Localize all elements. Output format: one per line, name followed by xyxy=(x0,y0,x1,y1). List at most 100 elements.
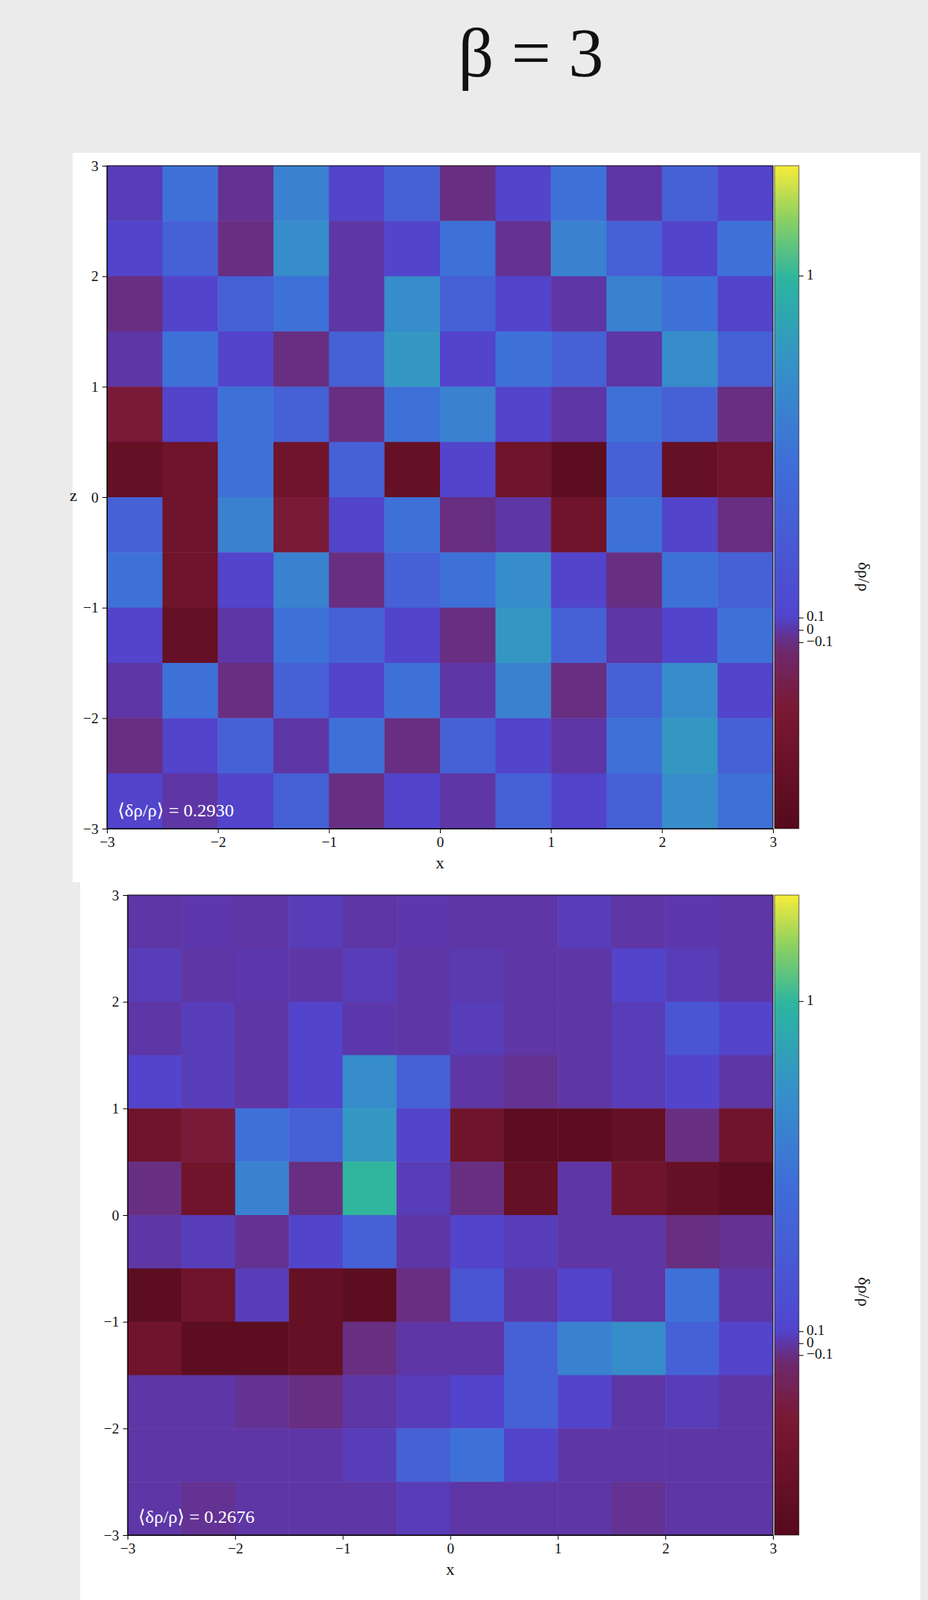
y-tick-mark xyxy=(102,828,107,830)
cell xyxy=(450,948,505,1003)
annotation: ⟨δρ/ρ⟩ = 0.2930 xyxy=(117,800,234,821)
y-tick-mark xyxy=(102,497,107,498)
cell xyxy=(665,1428,720,1482)
cell xyxy=(662,276,718,333)
cell xyxy=(384,773,440,829)
cell xyxy=(557,1428,612,1482)
cell xyxy=(665,1268,720,1323)
cell xyxy=(235,1002,290,1056)
cell xyxy=(162,717,219,774)
y-tick: −2 xyxy=(103,1420,128,1437)
cell xyxy=(662,607,718,664)
cell xyxy=(106,717,163,774)
cell xyxy=(606,276,663,333)
cell xyxy=(717,497,773,553)
cell xyxy=(606,442,663,498)
colorbar-tick xyxy=(798,1354,804,1356)
cell xyxy=(495,442,552,498)
x-tick-mark xyxy=(329,828,330,834)
cell xyxy=(550,552,607,608)
cell xyxy=(127,1268,182,1323)
cell xyxy=(557,895,612,949)
cell xyxy=(384,497,440,553)
y-tick-label: −3 xyxy=(103,1527,120,1544)
cell xyxy=(439,717,496,774)
cell xyxy=(550,220,607,277)
cell xyxy=(181,1268,236,1323)
cell xyxy=(342,948,398,1003)
cell xyxy=(504,1161,559,1216)
cell xyxy=(717,773,773,829)
cell xyxy=(384,220,440,277)
cell xyxy=(504,895,559,949)
cell xyxy=(606,331,663,388)
cell xyxy=(273,165,330,222)
cell xyxy=(450,1002,505,1056)
cell xyxy=(719,1428,773,1482)
cell xyxy=(273,497,330,553)
cell xyxy=(606,717,663,774)
y-tick: 2 xyxy=(112,993,129,1010)
cell xyxy=(384,276,440,333)
y-tick-label: −2 xyxy=(83,710,99,727)
cell xyxy=(504,1428,559,1482)
colorbar-title: δρ/ρ xyxy=(854,562,874,592)
x-tick-label: −3 xyxy=(99,834,115,851)
cell xyxy=(181,948,236,1003)
y-tick: 2 xyxy=(91,268,108,285)
cell xyxy=(273,662,330,719)
colorbar-frame xyxy=(774,895,799,1536)
cell xyxy=(217,386,274,443)
slide: β = 3−3−2−10123−3−2−10123xz⟨δρ/ρ⟩ = 0.29… xyxy=(0,0,928,1600)
y-tick-label: 3 xyxy=(91,158,100,175)
cell xyxy=(288,1215,343,1269)
x-tick: 2 xyxy=(662,1535,670,1557)
cell xyxy=(450,1268,505,1323)
y-tick: 3 xyxy=(112,887,129,904)
cell xyxy=(495,552,552,608)
y-tick: 1 xyxy=(112,1100,129,1117)
x-axis: −3−2−10123 xyxy=(99,828,777,851)
cell xyxy=(439,276,496,333)
cell xyxy=(665,1481,720,1536)
x-tick-label: −2 xyxy=(227,1540,243,1557)
x-tick-label: −3 xyxy=(119,1540,136,1557)
cell xyxy=(557,1375,612,1430)
cell xyxy=(288,1002,343,1056)
cell xyxy=(384,331,440,388)
y-tick-label: 1 xyxy=(112,1100,120,1117)
cell xyxy=(611,1428,667,1482)
cell xyxy=(273,386,330,443)
y-tick-mark xyxy=(122,1322,128,1323)
cell xyxy=(288,1055,343,1110)
y-tick: −3 xyxy=(103,1527,128,1544)
cell xyxy=(162,276,219,333)
cell xyxy=(439,497,496,553)
x-tick-label: 1 xyxy=(547,834,556,851)
cell xyxy=(717,552,773,608)
colorbar-tick xyxy=(798,617,804,619)
cell xyxy=(606,497,663,553)
cell xyxy=(611,1322,667,1376)
cell xyxy=(106,276,163,333)
cell xyxy=(719,1108,773,1162)
y-tick-label: −1 xyxy=(83,599,99,616)
cell xyxy=(217,442,274,498)
y-tick-mark xyxy=(102,386,107,388)
cell xyxy=(606,607,663,664)
cell xyxy=(557,1161,612,1216)
cell xyxy=(495,331,552,388)
cell xyxy=(396,1375,451,1430)
cell xyxy=(127,1161,182,1216)
cell xyxy=(611,1002,667,1056)
cell xyxy=(342,1161,398,1216)
cell xyxy=(550,386,607,443)
cell xyxy=(181,1002,236,1056)
y-tick-label: 2 xyxy=(91,268,100,285)
x-tick: −3 xyxy=(119,1535,136,1557)
cell xyxy=(235,1055,290,1110)
cell xyxy=(329,276,385,333)
cell xyxy=(384,442,440,498)
cell xyxy=(450,895,505,949)
cell xyxy=(557,1055,612,1110)
